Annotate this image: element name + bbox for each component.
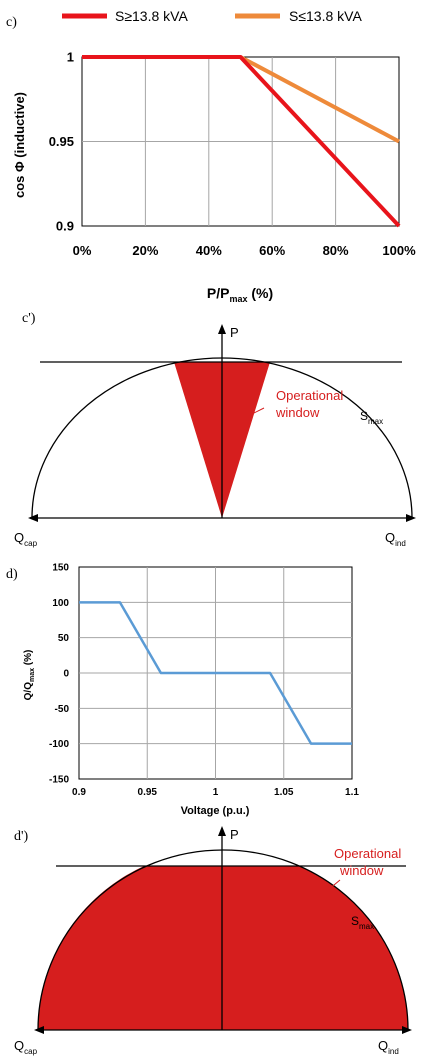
d-prime-q-arrow-right (402, 1026, 412, 1034)
chart-d-ylabel: Q/Qmax (%) (23, 650, 36, 701)
y-tick-label: -50 (55, 704, 70, 715)
panel-d-prime-label: d') (14, 829, 29, 844)
x-tick-label: 20% (132, 243, 158, 258)
x-tick-label: 40% (196, 243, 222, 258)
panel-c-prime-label: c') (22, 311, 36, 326)
panel-c-prime: c') P Operational window Smax Qcap Qind (14, 311, 416, 548)
chart-c-y-ticks: 1 0.95 0.9 (49, 50, 74, 234)
d-prime-smax-arc (37, 849, 409, 1031)
series-line-1 (82, 55, 401, 228)
d-prime-qcap-label: Qcap (14, 1038, 38, 1056)
chart-c-xlabel-sub: max (229, 294, 247, 304)
panel-c: c) S≥13.8 kVA S≤13.8 kVA cos Φ (inductiv… (6, 8, 416, 304)
x-tick-label: 1 (213, 787, 219, 798)
chart-d-x-ticks: 0.9 0.95 1 1.05 1.1 (72, 787, 359, 798)
d-prime-qind-label: Qind (378, 1038, 399, 1056)
c-prime-qind-main: Q (385, 530, 395, 545)
d-prime-qind-main: Q (378, 1038, 388, 1053)
d-prime-qind-sub: ind (388, 1047, 399, 1056)
c-prime-p-arrow (218, 324, 226, 334)
c-prime-qcap-label: Qcap (14, 530, 38, 548)
series-line-0 (79, 601, 352, 745)
d-prime-qcap-sub: cap (24, 1047, 37, 1056)
y-tick-label: 0 (63, 669, 69, 680)
x-tick-label: 80% (323, 243, 349, 258)
c-prime-operational-pointer (249, 407, 265, 416)
c-prime-qcap-sub: cap (24, 539, 37, 548)
d-prime-operational-label-2: window (339, 863, 384, 878)
x-tick-label: 100% (382, 243, 416, 258)
y-tick-label: 150 (52, 563, 69, 574)
chart-c-series (82, 55, 401, 228)
d-prime-qcap-main: Q (14, 1038, 24, 1053)
y-tick-label: 0.95 (49, 134, 74, 149)
c-prime-p-label: P (230, 325, 239, 340)
legend-label-red: S≥13.8 kVA (115, 8, 188, 24)
x-tick-label: 1.05 (274, 787, 294, 798)
c-prime-smax-sub: max (368, 417, 383, 426)
c-prime-qcap-main: Q (14, 530, 24, 545)
y-tick-label: -150 (49, 775, 69, 786)
y-tick-label: 0.9 (56, 219, 74, 234)
legend-c: S≥13.8 kVA S≤13.8 kVA (62, 8, 362, 24)
series-line-0 (82, 55, 400, 144)
chart-c-xlabel-unit: (%) (247, 285, 273, 301)
d-prime-p-arrow (218, 826, 226, 836)
x-tick-label: 0% (73, 243, 92, 258)
chart-d-ylabel-unit: (%) (23, 650, 34, 668)
d-prime-operational-window (37, 866, 409, 1030)
d-prime-operational-pointer (327, 879, 341, 891)
chart-c-xlabel: P/Pmax (%) (207, 285, 273, 304)
d-prime-smax-sub: max (359, 922, 374, 931)
x-tick-label: 1.1 (345, 787, 359, 798)
d-prime-operational-label-1: Operational (334, 846, 401, 861)
chart-d-ylabel-main: Q/Q (23, 682, 34, 701)
y-tick-label: 100 (52, 598, 69, 609)
chart-d-y-ticks: 150 100 50 0 -50 -100 -150 (49, 563, 69, 786)
y-tick-label: 50 (58, 633, 70, 644)
x-tick-label: 0.95 (138, 787, 158, 798)
chart-d-ylabel-sub: max (29, 668, 36, 682)
x-tick-label: 0.9 (72, 787, 86, 798)
panel-d-prime: d') P Operational window Smax Qcap Qind (14, 826, 412, 1056)
d-prime-smax-label: Smax (351, 914, 374, 931)
panel-c-label: c) (6, 15, 17, 30)
c-prime-q-arrow-left (28, 514, 38, 522)
legend-label-orange: S≤13.8 kVA (289, 8, 362, 24)
y-tick-label: -100 (49, 739, 69, 750)
panel-d-label: d) (6, 567, 18, 582)
y-tick-label: 1 (67, 50, 74, 65)
x-tick-label: 60% (259, 243, 285, 258)
chart-c-ylabel: cos Φ (inductive) (12, 92, 27, 198)
c-prime-smax-main: S (360, 409, 368, 423)
chart-c-grid (82, 57, 399, 226)
d-prime-p-label: P (230, 827, 239, 842)
chart-c-xlabel-main: P/P (207, 285, 230, 301)
d-prime-q-arrow-left (34, 1026, 44, 1034)
chart-d-series (79, 601, 352, 745)
chart-c-x-ticks: 0% 20% 40% 60% 80% 100% (73, 243, 416, 258)
c-prime-operational-label-2: window (275, 405, 320, 420)
c-prime-qind-label: Qind (385, 530, 406, 548)
c-prime-smax-label: Smax (360, 409, 383, 426)
c-prime-operational-label-1: Operational (276, 388, 343, 403)
c-prime-q-arrow-right (406, 514, 416, 522)
d-prime-smax-main: S (351, 914, 359, 928)
chart-d-xlabel: Voltage (p.u.) (181, 805, 250, 817)
c-prime-qind-sub: ind (395, 539, 406, 548)
